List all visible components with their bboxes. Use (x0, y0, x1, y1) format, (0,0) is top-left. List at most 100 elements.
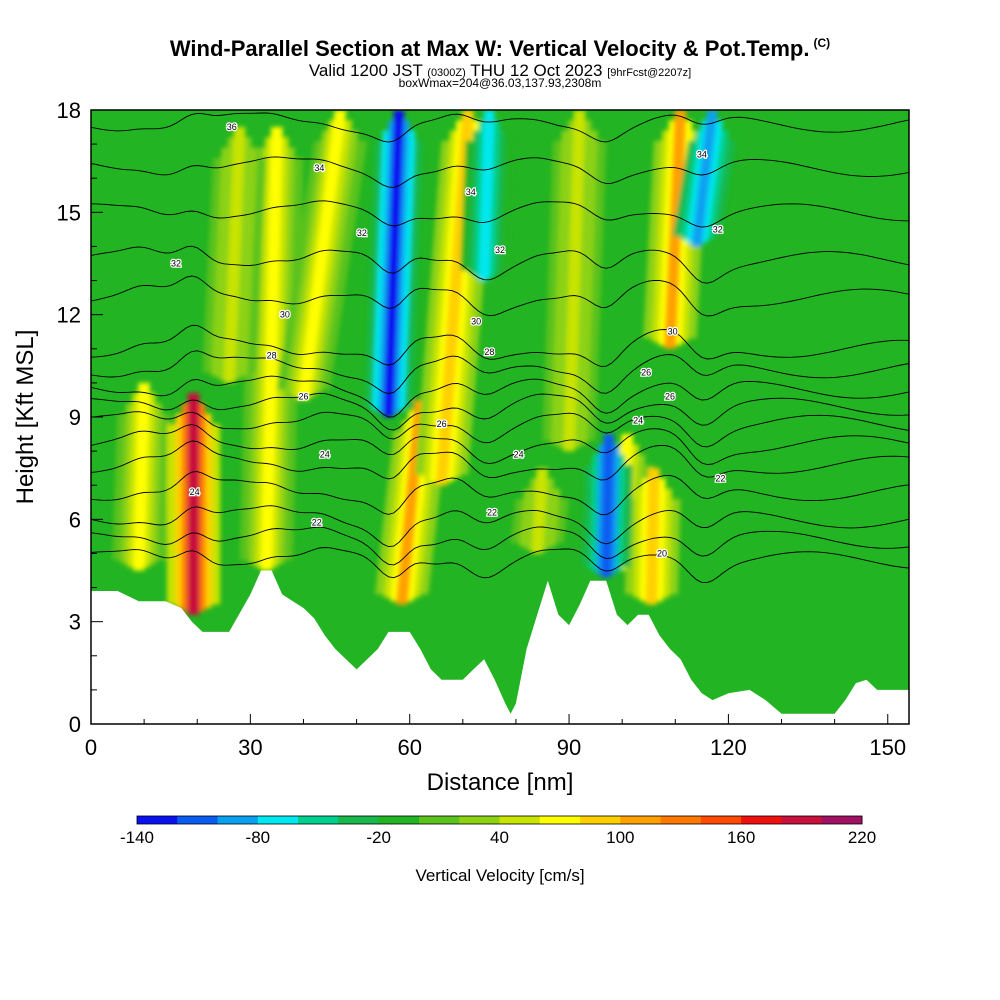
colorbar-swatch (499, 816, 541, 824)
contour-label: 34 (466, 187, 476, 197)
isentrope-line (91, 350, 909, 395)
valid-time: Valid 1200 JST (308, 61, 423, 80)
colorbar-swatch (177, 816, 219, 824)
contour-label: 36 (227, 122, 237, 132)
isentrope-line (91, 200, 909, 228)
chart-subtitle: Valid 1200 JST (0300Z) THU 12 Oct 2023 [… (0, 61, 1000, 81)
updraft-column (187, 393, 200, 615)
contour-label: 24 (190, 487, 200, 497)
isentrope-line (91, 471, 909, 516)
downdraft-column (600, 434, 615, 578)
isentrope-line (91, 526, 909, 566)
contour-label: 34 (697, 149, 707, 159)
isentrope-line (91, 112, 909, 143)
colorbar-label: Vertical Velocity [cm/s] (415, 866, 584, 885)
colorbar-swatch (620, 816, 662, 824)
colorbar-swatch (700, 816, 742, 824)
y-tick-label: 9 (69, 405, 81, 430)
downdraft-column (478, 110, 495, 281)
colorbar-tick-label: -20 (366, 828, 391, 847)
x-tick-label: 150 (869, 735, 906, 760)
contour-label: 26 (665, 392, 675, 402)
contour-label: 30 (280, 310, 290, 320)
updraft-column (297, 110, 347, 400)
colorbar-swatch (257, 816, 299, 824)
downdraft-column (383, 110, 405, 417)
y-tick-label: 18 (57, 98, 81, 123)
velocity-field (91, 110, 909, 724)
box-info: boxWmax=204@36.03,137.93,2308m (398, 76, 602, 90)
isentrope-line (91, 275, 909, 317)
x-tick-label: 90 (557, 735, 581, 760)
contour-label: 28 (267, 351, 277, 361)
chart-title: Wind-Parallel Section at Max W: Vertical… (169, 36, 831, 61)
updraft-column (223, 127, 246, 383)
utc-time: (0300Z) (427, 67, 466, 79)
isentrope-line (91, 505, 909, 548)
contour-label: 28 (484, 347, 494, 357)
colorbar-swatch (137, 816, 178, 824)
y-tick-label: 6 (69, 507, 81, 532)
colorbar-tick-label: -140 (120, 828, 154, 847)
y-tick-label: 12 (57, 303, 81, 328)
contour-label: 32 (171, 259, 181, 269)
colorbar-tick-label: 40 (490, 828, 509, 847)
y-axis-label: Height [Kft MSL] (12, 330, 39, 505)
contour-label: 30 (471, 316, 481, 326)
colorbar-tick-label: -80 (246, 828, 271, 847)
contour-label: 32 (495, 245, 505, 255)
colorbar: -140 -80 -20 40 100 160 220 (120, 815, 876, 847)
colorbar-tick-label: 100 (606, 828, 634, 847)
contour-label: 22 (312, 518, 322, 528)
contour-label: 34 (314, 163, 324, 173)
colorbar-swatch (338, 816, 380, 824)
isentrope-line (91, 547, 909, 584)
colorbar-swatch (418, 816, 460, 824)
x-tick-label: 30 (238, 735, 262, 760)
x-tick-label: 60 (397, 735, 421, 760)
contour-label: 24 (633, 415, 643, 425)
contour-label: 24 (514, 450, 524, 460)
y-tick-label: 0 (69, 712, 81, 737)
isentrope-line (91, 156, 909, 188)
isentrope-line (91, 440, 909, 481)
colorbar-swatch (217, 816, 259, 824)
isentrope-line (91, 424, 909, 466)
contour-label: 30 (668, 327, 678, 337)
contour-label: 22 (487, 508, 497, 518)
colorbar-swatch (459, 816, 500, 824)
colorbar-swatch (298, 816, 339, 824)
colorbar-swatch (741, 816, 782, 824)
contour-label: 26 (437, 419, 447, 429)
y-tick-label: 15 (57, 200, 81, 225)
x-tick-label: 120 (710, 735, 747, 760)
isentrope-line (91, 245, 909, 284)
colorbar-swatch (539, 816, 581, 824)
forecast-info: [9hrFcst@2207z] (607, 67, 692, 79)
isentrope-line (91, 392, 909, 431)
contour-label: 26 (641, 368, 651, 378)
y-tick-label: 3 (69, 610, 81, 635)
colorbar-swatch (821, 816, 863, 824)
colorbar-swatch (378, 816, 420, 824)
contour-label: 26 (298, 392, 308, 402)
isentrope-contours (91, 112, 909, 584)
isentrope-line (91, 375, 909, 418)
colorbar-tick-label: 160 (727, 828, 755, 847)
x-axis-label: Distance [nm] (427, 769, 574, 796)
contour-label: 22 (715, 473, 725, 483)
contour-labels: 36 34 34 34 32 32 32 32 30 30 30 28 28 26 26 26 26 24 24 24… (170, 121, 727, 560)
downdraft-column (691, 110, 718, 247)
contour-label: 20 (657, 548, 667, 558)
contour-label: 32 (713, 224, 723, 234)
updraft-column (563, 110, 586, 452)
copyright-mark: (C) (813, 36, 831, 50)
updraft-column (645, 468, 660, 605)
contour-label: 32 (357, 228, 367, 238)
isentrope-line (91, 411, 909, 448)
updraft-column (132, 382, 150, 571)
colorbar-swatch (781, 816, 823, 824)
terrain-mask (91, 570, 909, 724)
